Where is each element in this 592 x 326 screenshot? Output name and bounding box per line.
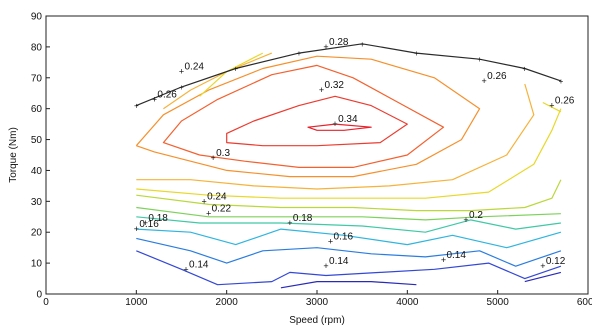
contour-line-0_12-15	[524, 271, 562, 283]
contour-label: 0.18	[148, 213, 168, 224]
contour-label: 0.22	[212, 204, 232, 215]
x-tick-label: 1000	[125, 297, 148, 308]
y-tick-label: 90	[31, 12, 43, 23]
contour-label-marker: +	[481, 76, 486, 86]
contour-line-0_22-9	[136, 206, 561, 221]
contour-label: 0.28	[329, 37, 349, 48]
contour-label: 0.32	[325, 80, 345, 91]
contour-label: 0.24	[185, 62, 205, 73]
contour-label-marker: +	[328, 236, 333, 246]
contour-line-0_2-10	[136, 216, 561, 233]
contour-line-0_12-14	[280, 281, 417, 289]
max-torque-marker: +	[414, 49, 419, 58]
y-tick-label: 60	[31, 104, 43, 115]
x-tick-label: 3000	[306, 297, 329, 308]
contour-label: 0.26	[555, 96, 575, 107]
max-torque-marker: +	[522, 65, 527, 74]
contour-line-0_28-6	[163, 52, 273, 110]
contour-label-marker: +	[179, 67, 184, 77]
contour-line-0_18-11	[136, 228, 562, 249]
y-tick-label: 40	[31, 166, 43, 177]
contour-labels: +0.24+ 0.26+ 0.28+ 0.32+ 0.34+ 0.26+ 0.26+ 0.3+…	[134, 37, 575, 274]
contour-label-marker: +	[143, 218, 148, 228]
contour-label-marker: +	[152, 94, 157, 104]
max-torque-marker: +	[297, 49, 302, 58]
y-tick-label: 80	[31, 42, 43, 53]
contour-label: 0.24	[207, 191, 227, 202]
y-axis-ticks: 0 10 20 30 40 50 60 70 80 90	[31, 12, 50, 301]
contour-label-marker: +	[134, 224, 139, 234]
max-torque-marker: +	[360, 40, 365, 49]
contour-label: 0.14	[189, 259, 209, 270]
max-torque-curve: + + + + + + + + +	[134, 40, 564, 111]
contour-label: 0.12	[546, 256, 566, 267]
contour-label-marker: +	[183, 264, 188, 274]
y-tick-label: 20	[31, 228, 43, 239]
y-tick-label: 50	[31, 135, 43, 146]
contour-label-marker: +	[540, 261, 545, 271]
contour-line-0_3-3	[135, 55, 481, 178]
contour-label-marker: +	[201, 196, 206, 206]
contour-label: 0.18	[293, 213, 313, 224]
contour-label-marker: +	[549, 101, 554, 111]
contour-line-0_34-0	[307, 123, 372, 131]
x-tick-label: 5000	[487, 297, 510, 308]
max-torque-marker: +	[179, 83, 184, 92]
x-tick-label: 0	[43, 297, 49, 308]
contour-label-marker: +	[323, 261, 328, 271]
contour-line-0_24-8	[136, 179, 562, 212]
contour-line-0_26-5	[136, 108, 562, 199]
contour-label: 0.26	[487, 71, 507, 82]
max-torque-marker: +	[477, 55, 482, 64]
y-axis-label: Torque (Nm)	[8, 127, 19, 183]
x-tick-label: 2000	[216, 297, 239, 308]
y-tick-label: 30	[31, 197, 43, 208]
contour-line-0_33-1	[226, 95, 408, 147]
contour-line-0_32-2	[162, 64, 445, 168]
max-torque-line	[136, 43, 562, 107]
contour-label-marker: +	[332, 119, 337, 129]
contour-line-0_16-12	[136, 237, 562, 267]
contour-label-marker: +	[206, 209, 211, 219]
contour-label-marker: +	[210, 153, 215, 163]
contour-label-marker: +	[323, 42, 328, 52]
contour-label: 0.34	[338, 114, 358, 125]
contour-line-0_14-13	[136, 250, 562, 286]
max-torque-marker: +	[559, 77, 564, 86]
contour-label: 0.2	[469, 210, 483, 221]
y-tick-label: 70	[31, 73, 43, 84]
contour-label-marker: +	[287, 218, 292, 228]
contour-label: 0.16	[139, 219, 159, 230]
max-torque-marker: +	[233, 65, 238, 74]
contour-label: 0.14	[446, 250, 466, 261]
y-tick-label: 0	[36, 290, 42, 301]
contour-line-0_28-4	[136, 83, 535, 190]
contour-label-marker: +	[463, 215, 468, 225]
contour-line-0_26-16	[542, 101, 562, 113]
contour-label: 0.14	[329, 256, 349, 267]
contour-label: 0.16	[334, 231, 354, 242]
max-torque-marker: +	[134, 102, 139, 111]
y-tick-label: 10	[31, 259, 43, 270]
contour-label: 0.3	[216, 148, 230, 159]
x-axis-label: Speed (rpm)	[289, 315, 345, 326]
contour-label: 0.26	[157, 89, 177, 100]
x-tick-label: 4000	[396, 297, 419, 308]
contour-label-marker: +	[441, 255, 446, 265]
contour-lines	[135, 52, 562, 289]
contour-label-marker: +	[319, 85, 324, 95]
